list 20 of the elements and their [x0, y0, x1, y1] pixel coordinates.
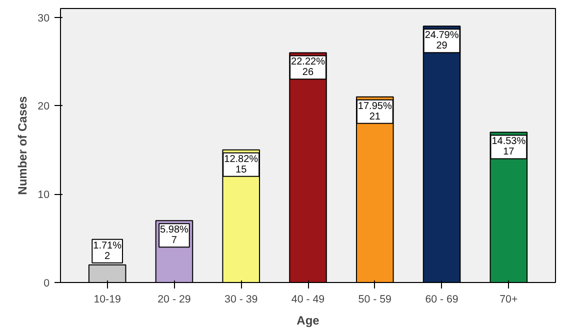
x-tick-label: 20 - 29: [158, 294, 191, 306]
x-tick-label: 40 - 49: [291, 294, 325, 306]
data-label: 14.53% 17: [492, 136, 526, 158]
data-label: 17.95% 21: [358, 100, 392, 122]
data-label: 1.71% 2: [93, 240, 122, 262]
y-tick-label: 30: [38, 12, 50, 24]
x-tick-label: 70+: [500, 294, 518, 306]
y-axis-title: Number of Cases: [16, 96, 30, 195]
data-label: 5.98% 7: [160, 224, 188, 246]
y-tick-label: 20: [38, 100, 50, 113]
data-label: 24.79% 29: [424, 30, 459, 52]
x-tick-label: 10-19: [94, 294, 122, 306]
x-tick-label: 50 - 59: [358, 294, 392, 306]
y-tick-label: 0: [44, 278, 50, 290]
x-tick-label: 30 - 39: [224, 294, 258, 306]
data-label: 22.22% 26: [291, 56, 326, 78]
x-axis-title: Age: [296, 314, 320, 328]
data-label: 12.82% 15: [224, 154, 258, 176]
x-tick-label: 60 - 69: [425, 294, 458, 306]
y-tick-label: 10: [38, 189, 50, 202]
